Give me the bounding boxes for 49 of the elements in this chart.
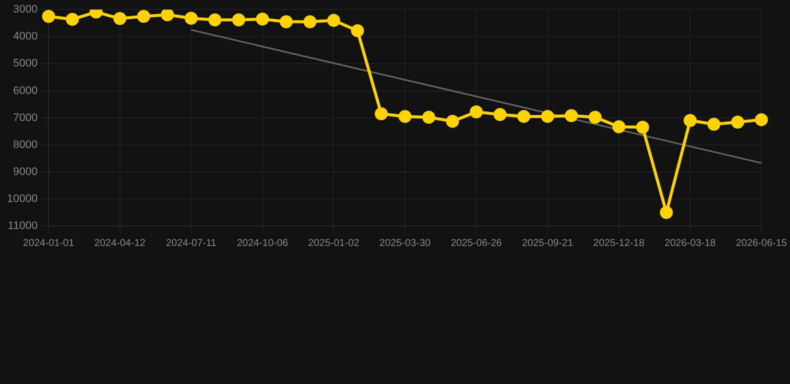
point (422, 110, 436, 124)
point (303, 15, 316, 28)
y-tick-label: 3000 (13, 4, 38, 16)
point (398, 110, 412, 123)
point (517, 110, 530, 123)
x-tick-label: 2024-01-01 (23, 238, 75, 249)
x-tick-label: 2025-06-26 (450, 238, 502, 249)
point (208, 13, 222, 26)
point (494, 108, 507, 122)
point (541, 110, 554, 123)
point (612, 120, 626, 134)
x-tick-label: 2024-10-06 (236, 238, 288, 249)
point (446, 114, 460, 128)
y-tick-label: 11000 (8, 220, 38, 232)
x-tick-label: 2025-12-18 (593, 238, 645, 249)
point (137, 10, 150, 23)
y-tick-label: 6000 (13, 84, 38, 97)
point (327, 14, 340, 27)
x-tick-label: 2026-06-15 (736, 238, 788, 249)
y-tick-label: 8000 (13, 138, 38, 151)
y-tick-label: 5000 (13, 58, 38, 70)
point (113, 12, 126, 26)
point (374, 107, 388, 120)
point (707, 118, 720, 131)
point (184, 12, 198, 25)
x-tick-label: 2024-04-12 (94, 238, 146, 249)
point (564, 109, 578, 122)
point (588, 110, 602, 124)
x-tick-label: 2025-09-21 (522, 238, 574, 249)
point (754, 113, 768, 126)
y-tick-label: 10000 (6, 192, 38, 205)
x-tick-label: 2025-03-30 (379, 238, 432, 249)
point (684, 114, 697, 128)
x-tick-label: 2025-01-02 (308, 238, 360, 249)
point (256, 12, 269, 26)
point (731, 116, 744, 129)
x-tick-label: 2024-07-11 (166, 238, 217, 249)
point (66, 12, 79, 26)
point (470, 105, 483, 118)
point (160, 10, 174, 22)
y-tick-label: 9000 (13, 166, 38, 178)
point (280, 15, 293, 28)
x-tick-label: 2026-03-18 (664, 238, 716, 249)
y-tick-label: 7000 (13, 112, 38, 124)
y-tick-label: 4000 (13, 30, 38, 43)
point (660, 206, 673, 219)
point (350, 24, 364, 38)
point (636, 120, 650, 134)
point (232, 13, 246, 26)
